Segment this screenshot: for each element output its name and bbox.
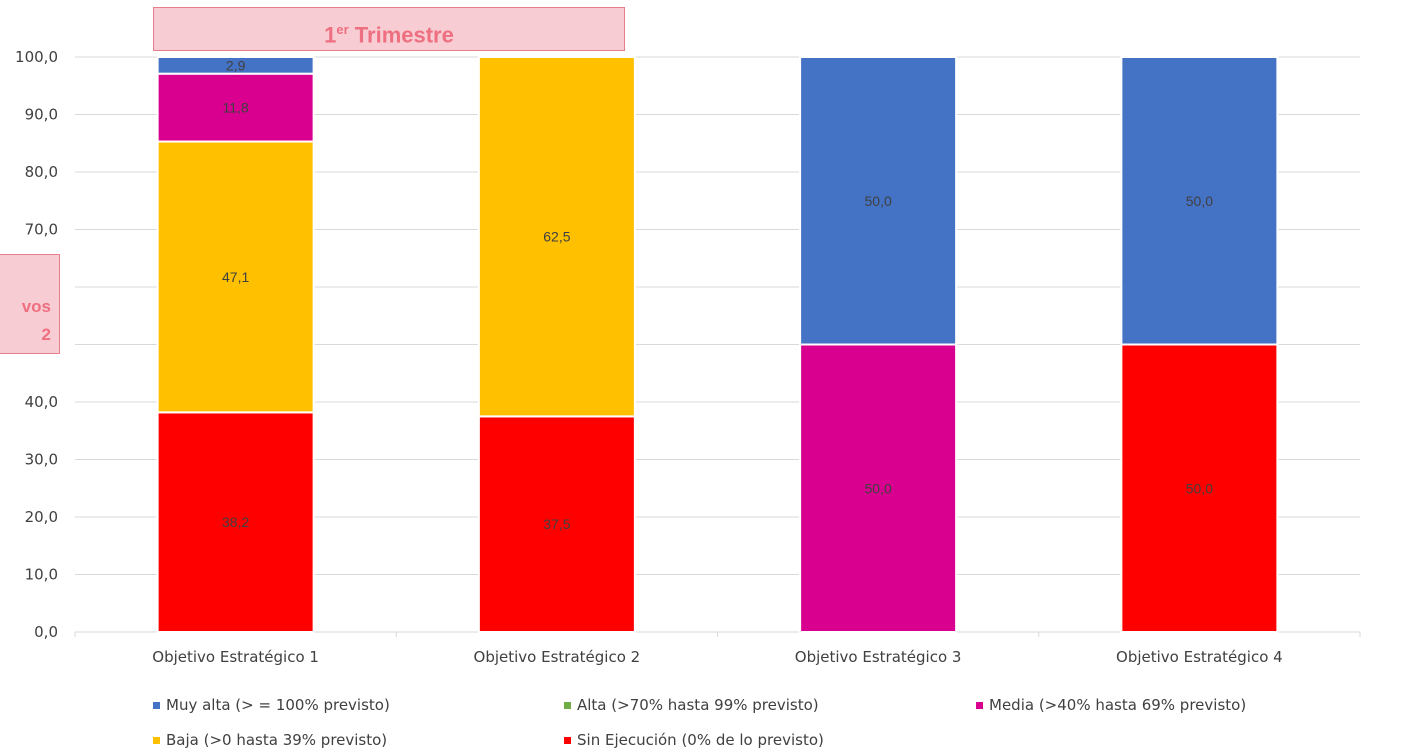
y-tick-label: 0,0 <box>34 623 58 641</box>
side-label-line-1: vos <box>21 297 51 316</box>
legend-item-alta[interactable]: Alta (>70% hasta 99% previsto) <box>564 696 819 714</box>
chart-title-number: 1 <box>324 22 337 48</box>
y-tick-label: 20,0 <box>25 508 58 526</box>
chart-title-superscript: er <box>336 22 349 37</box>
y-tick-label: 100,0 <box>15 48 58 66</box>
x-tick-label: Objetivo Estratégico 4 <box>1116 648 1283 666</box>
bar-segment <box>1120 343 1279 633</box>
data-label: 50,0 <box>865 480 892 496</box>
legend-swatch-baja <box>153 736 160 744</box>
legend-label-muy-alta: Muy alta (> = 100% previsto) <box>166 696 390 714</box>
bar-segment <box>156 411 315 633</box>
bar-segment <box>477 415 636 633</box>
legend-swatch-media <box>976 701 983 709</box>
legend-swatch-alta <box>564 701 571 709</box>
y-tick-label: 10,0 <box>25 566 58 584</box>
data-label: 47,1 <box>222 269 249 285</box>
data-label: 2,9 <box>226 57 246 73</box>
bar-segment <box>477 56 636 418</box>
legend-item-baja[interactable]: Baja (>0 hasta 39% previsto) <box>153 731 387 749</box>
data-label: 11,8 <box>223 100 249 116</box>
data-label: 50,0 <box>1186 193 1213 209</box>
bar-segment <box>156 72 315 143</box>
data-label: 38,2 <box>222 514 249 530</box>
side-label-line-2: 2 <box>41 325 51 344</box>
bar-segment <box>799 343 958 633</box>
legend-item-muy-alta[interactable]: Muy alta (> = 100% previsto) <box>153 696 390 714</box>
chart-title-box: 1er Trimestre <box>153 7 625 51</box>
x-tick-label: Objetivo Estratégico 2 <box>474 648 641 666</box>
chart-title-rest: Trimestre <box>348 22 454 48</box>
x-tick-label: Objetivo Estratégico 3 <box>795 648 962 666</box>
bar-segment <box>1120 56 1279 346</box>
legend-swatch-sin-ejecucion <box>564 736 571 744</box>
data-label: 37,5 <box>543 516 570 532</box>
data-label: 62,5 <box>543 229 570 245</box>
bar-segment <box>156 56 315 75</box>
y-tick-label: 80,0 <box>25 163 58 181</box>
legend-item-sin-ejecucion[interactable]: Sin Ejecución (0% de lo previsto) <box>564 731 824 749</box>
legend-label-baja: Baja (>0 hasta 39% previsto) <box>166 731 388 749</box>
x-tick-label: Objetivo Estratégico 1 <box>152 648 319 666</box>
y-tick-label: 70,0 <box>25 221 58 239</box>
bar-segment <box>799 56 958 346</box>
legend-label-media: Media (>40% hasta 69% previsto) <box>989 696 1247 714</box>
y-tick-label: 30,0 <box>25 451 58 469</box>
legend-label-sin-ejecucion: Sin Ejecución (0% de lo previsto) <box>577 731 824 749</box>
legend-swatch-muy-alta <box>153 701 160 709</box>
y-tick-label: 90,0 <box>25 106 58 124</box>
data-label: 50,0 <box>865 193 892 209</box>
legend-item-media[interactable]: Media (>40% hasta 69% previsto) <box>976 696 1246 714</box>
y-tick-label: 40,0 <box>25 393 58 411</box>
side-label-box: vos 2 <box>0 254 60 354</box>
bar-segment <box>156 140 315 414</box>
legend-label-alta: Alta (>70% hasta 99% previsto) <box>577 696 819 714</box>
data-label: 50,0 <box>1186 480 1213 496</box>
